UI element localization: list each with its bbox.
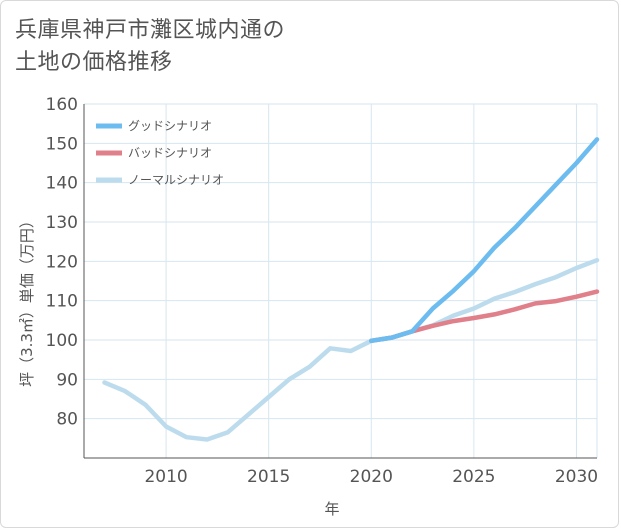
x-axis-label: 年 — [324, 500, 339, 518]
y-tick-label: 90 — [56, 370, 78, 390]
grid-lines — [84, 103, 598, 458]
legend-label: グッドシナリオ — [128, 119, 212, 133]
chart-title-line2: 土地の価格推移 — [15, 50, 173, 75]
y-tick-label: 80 — [56, 410, 78, 430]
chart-title: 兵庫県神戸市灘区城内通の 土地の価格推移 — [15, 15, 375, 79]
y-tick-label: 150 — [46, 134, 78, 154]
x-tick-label: 2025 — [452, 467, 495, 487]
x-tick-label: 2030 — [555, 467, 598, 487]
axes — [83, 104, 597, 459]
y-tick-label: 130 — [46, 213, 78, 233]
y-axis-label: 坪（3.3㎡）単価（万円） — [18, 213, 36, 387]
chart-title-line1: 兵庫県神戸市灘区城内通の — [15, 18, 286, 43]
y-tick-label: 110 — [46, 292, 78, 312]
series-line-0 — [369, 137, 600, 344]
y-tick-label: 120 — [46, 252, 78, 272]
series-lines — [102, 137, 600, 442]
legend-label: ノーマルシナリオ — [128, 173, 224, 187]
legend-label: バッドシナリオ — [128, 146, 212, 160]
tick-labels: 80 90 100 110 120 130 140 150 160 2010 2015 2020 202… — [46, 95, 599, 487]
series-line-2 — [102, 257, 600, 442]
x-tick-label: 2010 — [144, 467, 187, 487]
x-tick-label: 2020 — [350, 467, 393, 487]
y-tick-label: 160 — [46, 95, 78, 115]
x-tick-label: 2015 — [247, 467, 290, 487]
y-tick-label: 100 — [46, 331, 78, 351]
y-tick-label: 140 — [46, 174, 78, 194]
